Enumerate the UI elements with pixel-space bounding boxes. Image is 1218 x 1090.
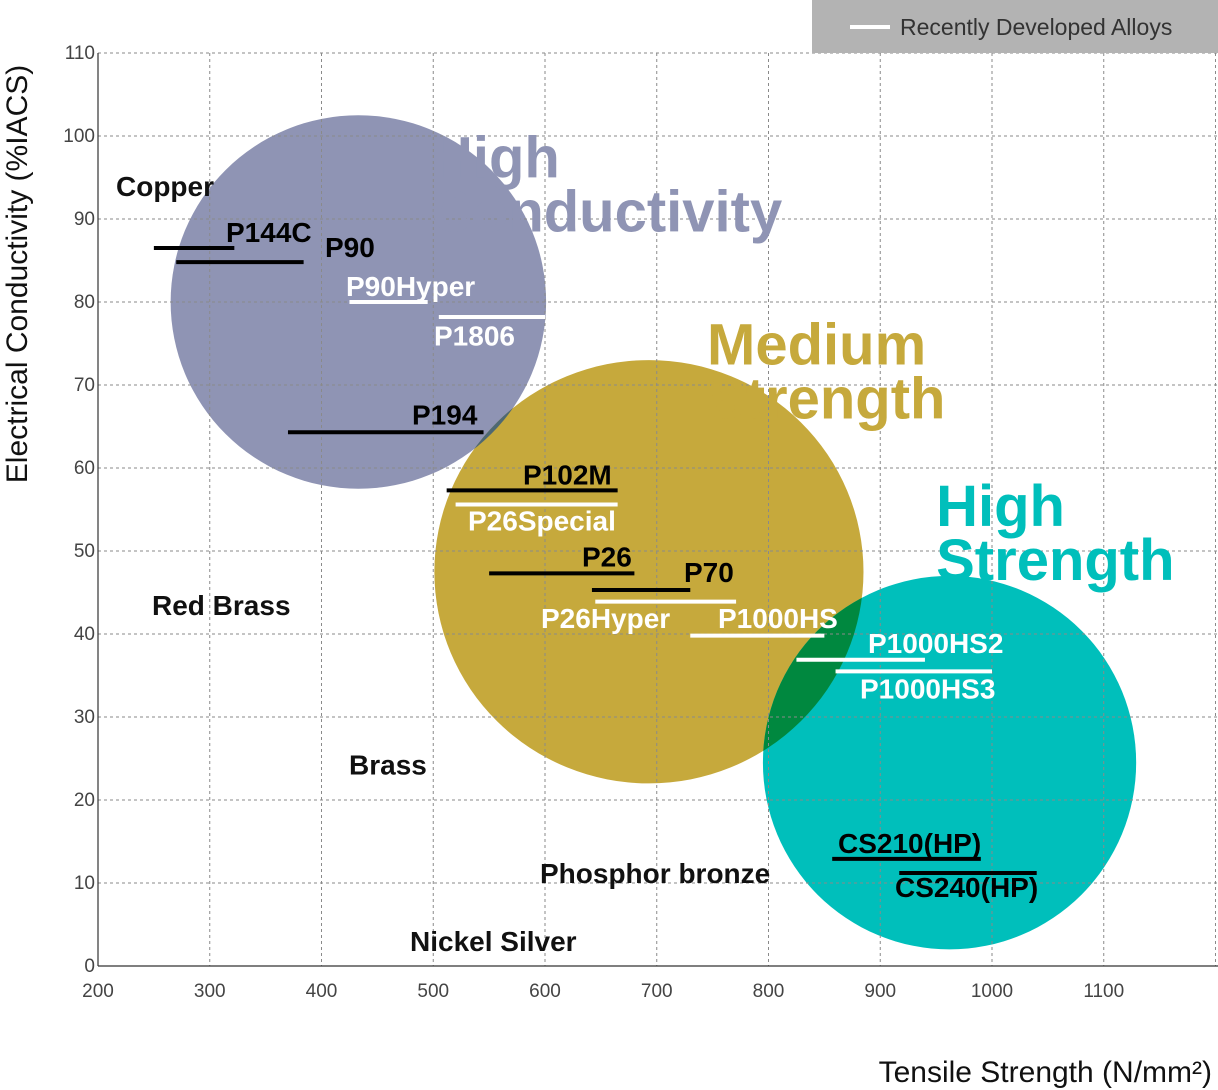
x-tick-label: 1000 [971,981,1013,1002]
region-title: Conductivity [431,180,782,245]
y-tick-label: 70 [74,375,95,396]
group-label-phosphor-bronze: Phosphor bronze [540,858,770,889]
strength-regions [170,115,1137,950]
region-title: High [936,474,1065,539]
legend-label: Recently Developed Alloys [900,14,1172,40]
group-label-nickel-silver: Nickel Silver [410,926,577,957]
region-title: Medium [707,312,926,377]
alloy-label-p26hyper: P26Hyper [541,603,670,634]
x-tick-label: 1100 [1083,981,1124,1002]
alloy-label-p90hyper: P90Hyper [346,271,475,302]
region-titles: HighConductivityMediumStrengthHighStreng… [431,126,1175,594]
alloy-label-p1806: P1806 [434,321,515,352]
alloy-label-p1000hs3: P1000HS3 [860,673,995,704]
x-tick-label: 500 [417,981,449,1002]
region-high-strength [762,575,1137,950]
x-tick-label: 400 [306,981,338,1002]
x-tick-label: 900 [864,981,896,1002]
y-tick-label: 30 [74,707,95,728]
y-tick-label: 100 [63,126,95,147]
alloy-label-p70: P70 [684,557,734,588]
material-group-labels: Copper Red Brass Brass Phosphor bronze Nicke… [116,171,770,957]
region-title: Strength [936,528,1174,593]
alloy-label-p102m: P102M [523,459,612,490]
legend: Recently Developed Alloys [812,0,1218,53]
alloy-label-cs210-hp: CS210(HP) [838,828,981,859]
y-tick-label: 90 [74,209,95,230]
x-axis-title: Tensile Strength (N/mm²) [879,1056,1212,1089]
alloy-markers: P144C P90 P90Hyper P1806 P194 P102M P26Special… [153,217,1038,903]
tick-labels: 200 300 400 500 600 700 800 900 1000 1100 0 10 20 30 4… [63,43,1124,1002]
region-title: Strength [707,366,945,431]
alloy-label-p26special: P26Special [468,506,616,537]
alloy-label-p144c: P144C [226,217,312,248]
alloy-label-p1000hs2: P1000HS2 [868,628,1003,659]
y-tick-label: 50 [74,541,95,562]
y-tick-label: 110 [65,43,95,64]
group-label-copper: Copper [116,171,214,202]
x-tick-label: 200 [82,981,114,1002]
grid-lines [98,52,1218,966]
alloy-label-p90: P90 [325,232,375,263]
region-medium-strength [434,360,864,784]
alloy-label-cs240-hp: CS240(HP) [895,872,1038,903]
y-tick-label: 60 [74,458,95,479]
alloy-label-p26: P26 [582,541,632,572]
y-tick-label: 40 [74,624,95,645]
y-tick-label: 80 [74,292,95,313]
y-tick-label: 20 [74,790,95,811]
group-label-brass: Brass [349,749,427,780]
alloy-label-p194: P194 [412,400,478,431]
x-tick-label: 300 [194,981,226,1002]
y-axis-title: Electrical Conductivity (%IACS) [1,65,34,483]
y-tick-label: 10 [74,873,95,894]
axes [97,53,1218,967]
x-tick-label: 700 [641,981,673,1002]
region-title: High [431,126,560,191]
x-tick-label: 600 [529,981,561,1002]
y-tick-label: 0 [84,956,95,977]
group-label-red-brass: Red Brass [152,590,291,621]
x-tick-label: 800 [753,981,785,1002]
alloy-label-p1000hs: P1000HS [718,603,838,634]
